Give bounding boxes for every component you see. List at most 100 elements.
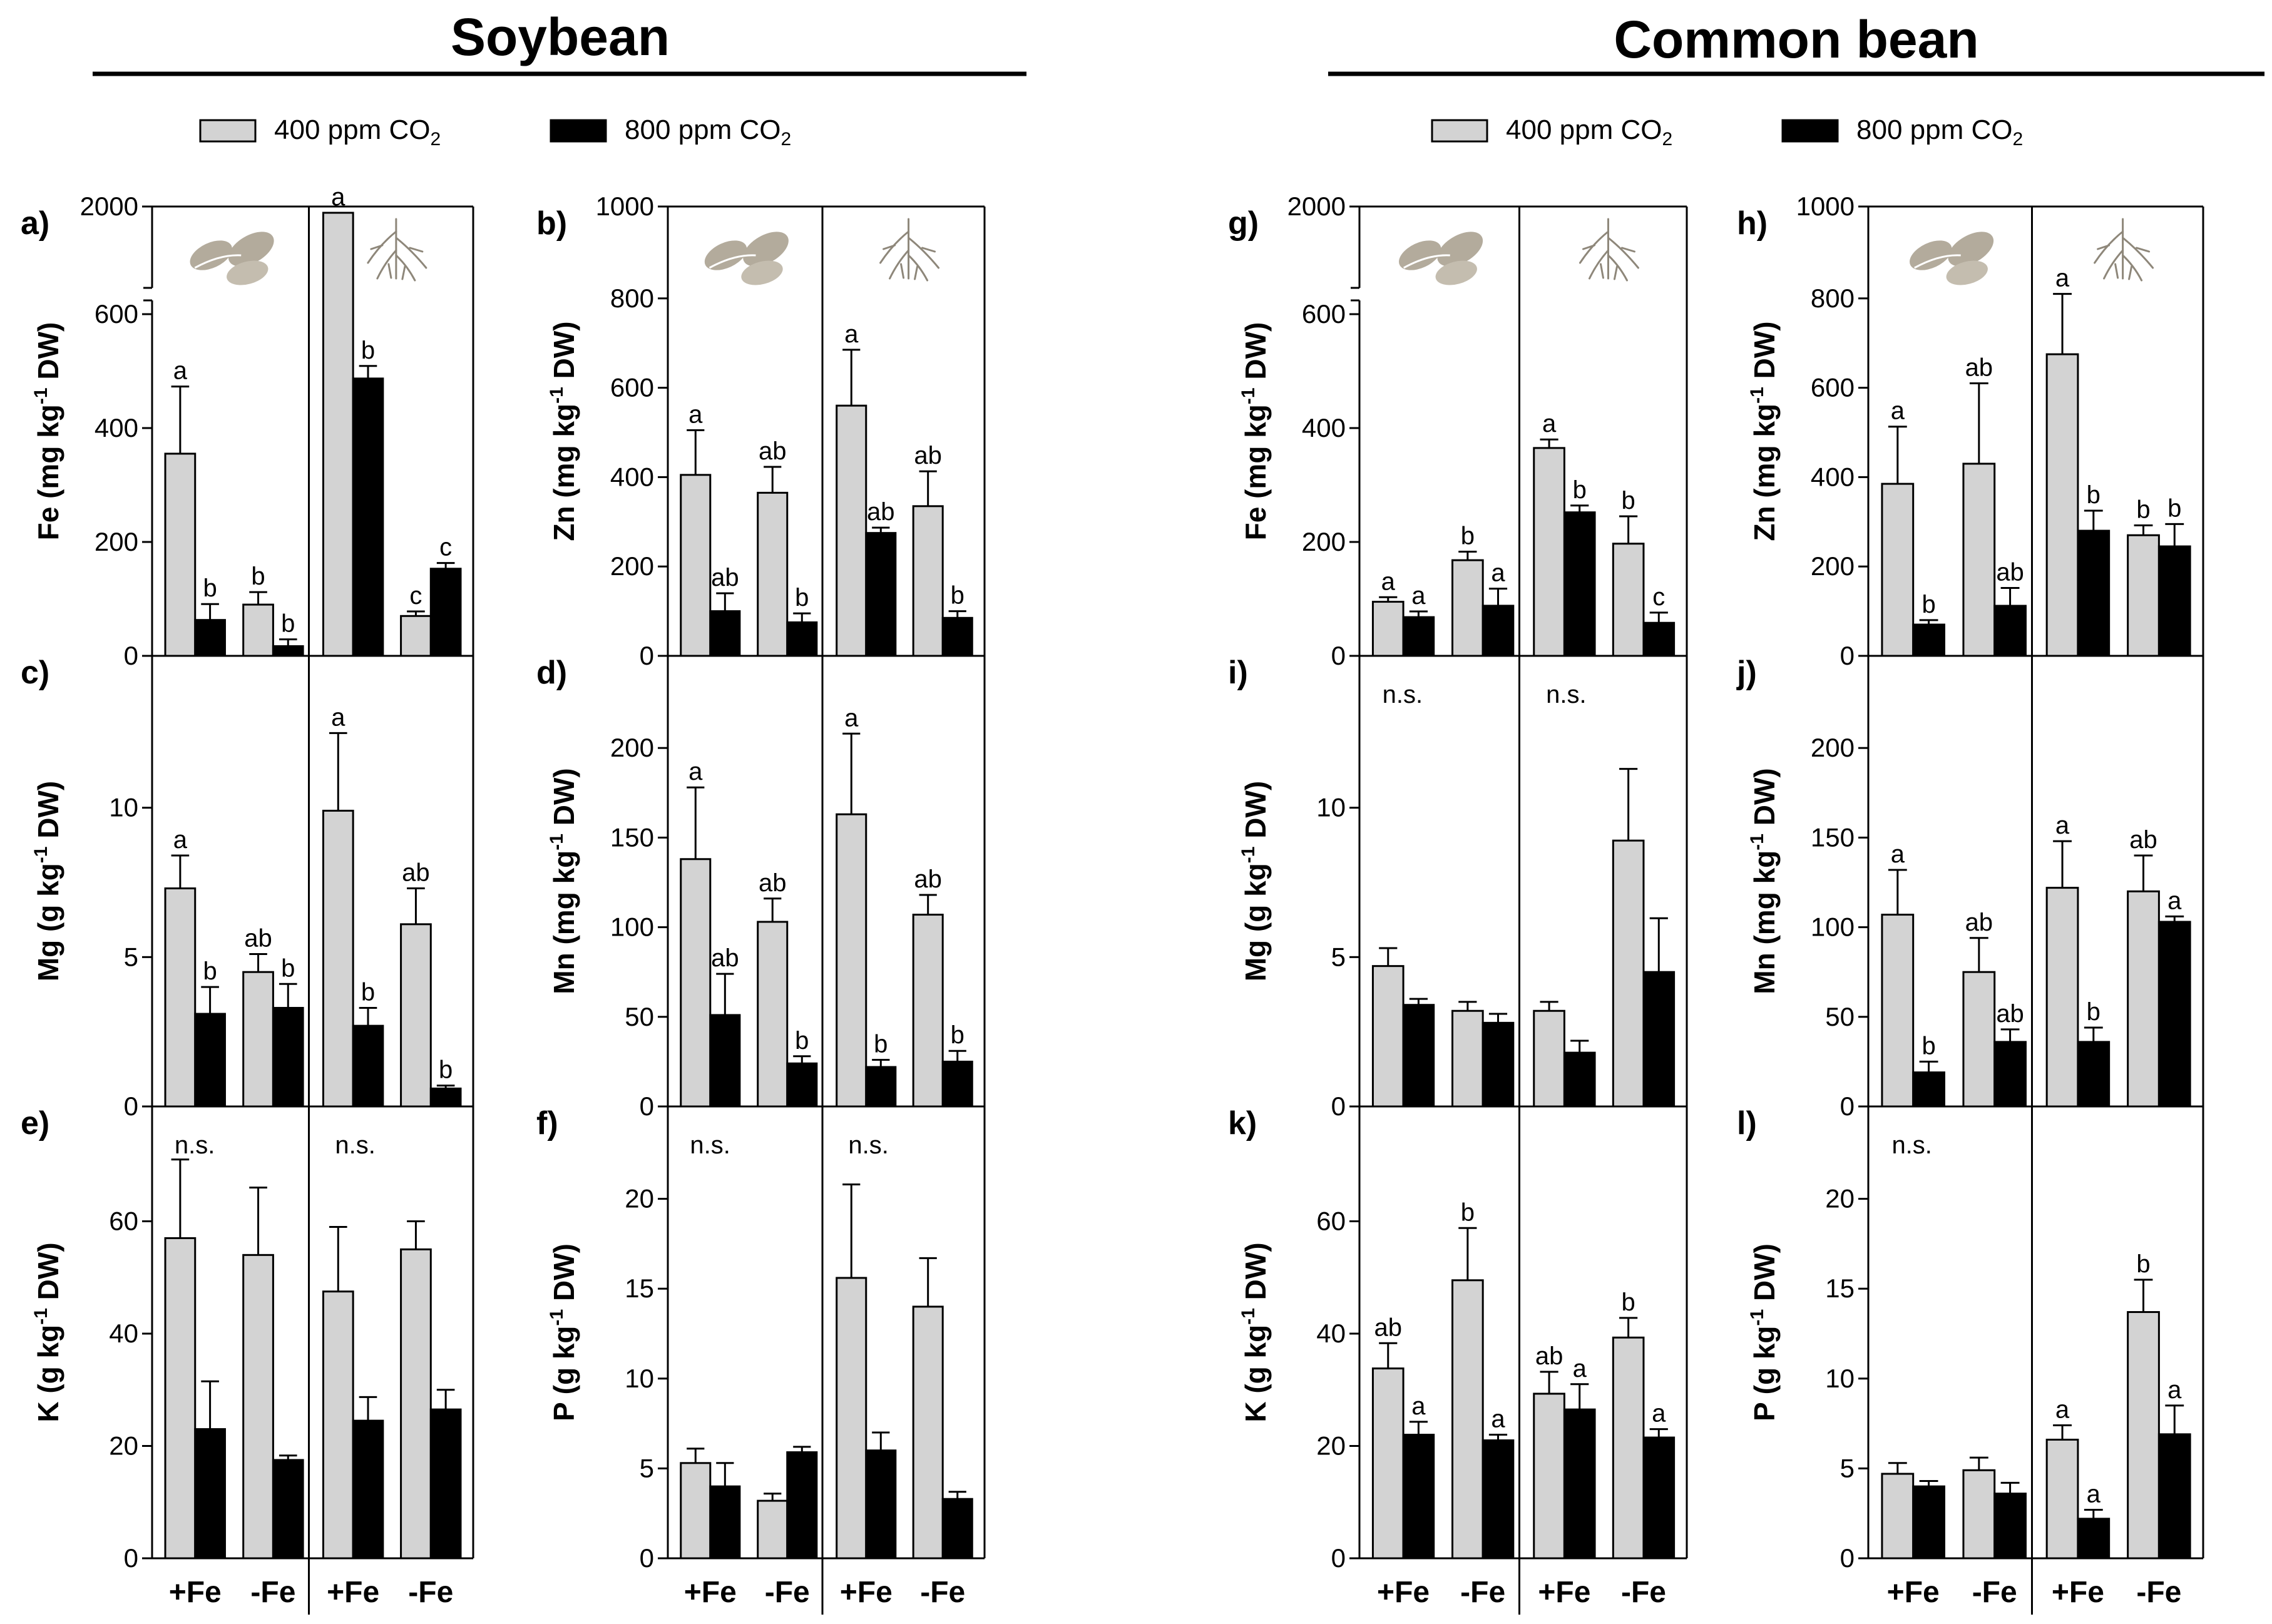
leaf-shape bbox=[1946, 260, 1988, 285]
bar bbox=[2157, 545, 2191, 657]
significance-letter: ab bbox=[2129, 826, 2157, 854]
y-axis-label: Fe (mg kg-1 DW) bbox=[31, 322, 64, 541]
bar bbox=[1481, 1021, 1515, 1108]
bar bbox=[352, 1024, 384, 1108]
y-tick-label: 400 bbox=[1811, 462, 1855, 491]
species-headers: Soybean Common bean bbox=[93, 8, 2264, 76]
panel-letter: b) bbox=[536, 205, 567, 242]
significance-letter: a bbox=[1573, 1355, 1587, 1382]
significance-letter: a bbox=[173, 826, 188, 854]
significance-letter: b bbox=[439, 1056, 453, 1084]
y-tick-label: 50 bbox=[1825, 1002, 1855, 1031]
y-axis-label: Fe (mg kg-1 DW) bbox=[1238, 322, 1272, 541]
leaf-shape bbox=[743, 232, 789, 267]
significance-letter: ab bbox=[711, 564, 739, 591]
y-axis-label: Mg (g kg-1 DW) bbox=[1238, 781, 1272, 982]
ns-label: n.s. bbox=[1891, 1131, 1932, 1159]
root-branch bbox=[1607, 254, 1628, 282]
y-tick-label: 5 bbox=[1331, 942, 1346, 971]
legend-swatch bbox=[1781, 119, 1839, 143]
bar bbox=[941, 1498, 973, 1560]
significance-letter: b bbox=[203, 958, 217, 985]
root-branch bbox=[1607, 237, 1639, 269]
panel-letter: l) bbox=[1737, 1105, 1757, 1141]
legend-swatch bbox=[199, 119, 257, 143]
y-tick-label: 600 bbox=[610, 373, 654, 402]
root-branch bbox=[395, 237, 427, 269]
bar bbox=[322, 809, 354, 1108]
bar bbox=[786, 1062, 818, 1108]
y-tick-label: 20 bbox=[1316, 1431, 1346, 1461]
bar bbox=[242, 971, 274, 1108]
bar bbox=[1563, 1408, 1596, 1560]
panel-j: 0 50 100 150 200 Mn (mg kg-1 DW) j) a ab a ab b ab b a bbox=[1736, 655, 2204, 1121]
significance-letter: c bbox=[1652, 583, 1665, 611]
y-tick-label: 800 bbox=[1811, 283, 1855, 313]
y-tick-label: 20 bbox=[1825, 1184, 1855, 1213]
y-tick-label: 40 bbox=[109, 1319, 138, 1348]
significance-letter: b bbox=[281, 954, 295, 982]
bar bbox=[1371, 601, 1405, 657]
x-tick-label: -Fe bbox=[2136, 1576, 2181, 1609]
significance-letter: a bbox=[688, 758, 703, 785]
y-tick-label: 10 bbox=[1825, 1364, 1855, 1393]
bar bbox=[1451, 559, 1484, 657]
y-tick-label: 10 bbox=[109, 793, 138, 822]
y-tick-label: 0 bbox=[1840, 641, 1855, 670]
y-tick-label: 0 bbox=[640, 1091, 654, 1121]
significance-letter: b bbox=[2136, 496, 2150, 524]
significance-letter: a bbox=[1381, 568, 1396, 595]
y-tick-label: 1000 bbox=[596, 192, 654, 221]
bar bbox=[164, 887, 197, 1108]
significance-letter: a bbox=[1491, 1406, 1505, 1433]
leaf-shape bbox=[704, 240, 747, 270]
bar bbox=[429, 568, 462, 657]
bar bbox=[1912, 1485, 1945, 1560]
bar bbox=[164, 452, 197, 657]
y-axis-label: P (g kg-1 DW) bbox=[1747, 1244, 1781, 1421]
root-branch bbox=[900, 263, 905, 279]
significance-letter: b bbox=[2136, 1250, 2150, 1278]
bar bbox=[786, 1451, 818, 1560]
y-tick-label: 15 bbox=[1825, 1274, 1855, 1303]
significance-letter: ab bbox=[1965, 909, 1993, 936]
leaf-shape bbox=[1948, 232, 1994, 267]
y-axis-label: Mn (mg kg-1 DW) bbox=[546, 768, 580, 994]
y-tick-label: 10 bbox=[625, 1364, 654, 1393]
x-tick-label: -Fe bbox=[408, 1576, 453, 1609]
bar bbox=[709, 1485, 741, 1560]
bar bbox=[1402, 1434, 1435, 1560]
significance-letter: ab bbox=[1965, 354, 1993, 381]
root-branch bbox=[1599, 263, 1604, 279]
y-tick-label: 1000 bbox=[1796, 192, 1855, 221]
significance-letter: ab bbox=[1996, 558, 2024, 586]
ns-label: n.s. bbox=[175, 1131, 215, 1159]
panel-d: 0 50 100 150 200 Mn (mg kg-1 DW) d) a ab a ab ab b b b bbox=[536, 655, 986, 1121]
root-branch bbox=[387, 263, 392, 279]
x-tick-label: -Fe bbox=[920, 1576, 965, 1609]
bar bbox=[1563, 1051, 1596, 1108]
bar bbox=[709, 1014, 741, 1108]
bar bbox=[1533, 1009, 1565, 1108]
root-branch bbox=[879, 230, 910, 264]
significance-letter: a bbox=[844, 320, 859, 348]
significance-letter: a bbox=[2167, 887, 2182, 914]
leaf-shape bbox=[190, 240, 232, 270]
bar bbox=[1612, 543, 1645, 657]
y-tick-label: 40 bbox=[1316, 1319, 1346, 1348]
bar bbox=[272, 1006, 304, 1108]
y-tick-label: 800 bbox=[610, 283, 654, 313]
bar bbox=[1533, 1392, 1565, 1560]
root-branch bbox=[376, 249, 397, 280]
root-branch bbox=[1620, 247, 1635, 253]
y-tick-label: 5 bbox=[1840, 1453, 1855, 1483]
significance-letter: a bbox=[331, 703, 345, 731]
ns-label: n.s. bbox=[848, 1131, 888, 1159]
significance-letter: c bbox=[409, 582, 422, 610]
y-tick-label: 200 bbox=[1302, 527, 1346, 556]
x-tick-label: +Fe bbox=[1538, 1576, 1590, 1609]
x-tick-label: +Fe bbox=[1887, 1576, 1940, 1609]
significance-letter: ab bbox=[914, 866, 942, 893]
